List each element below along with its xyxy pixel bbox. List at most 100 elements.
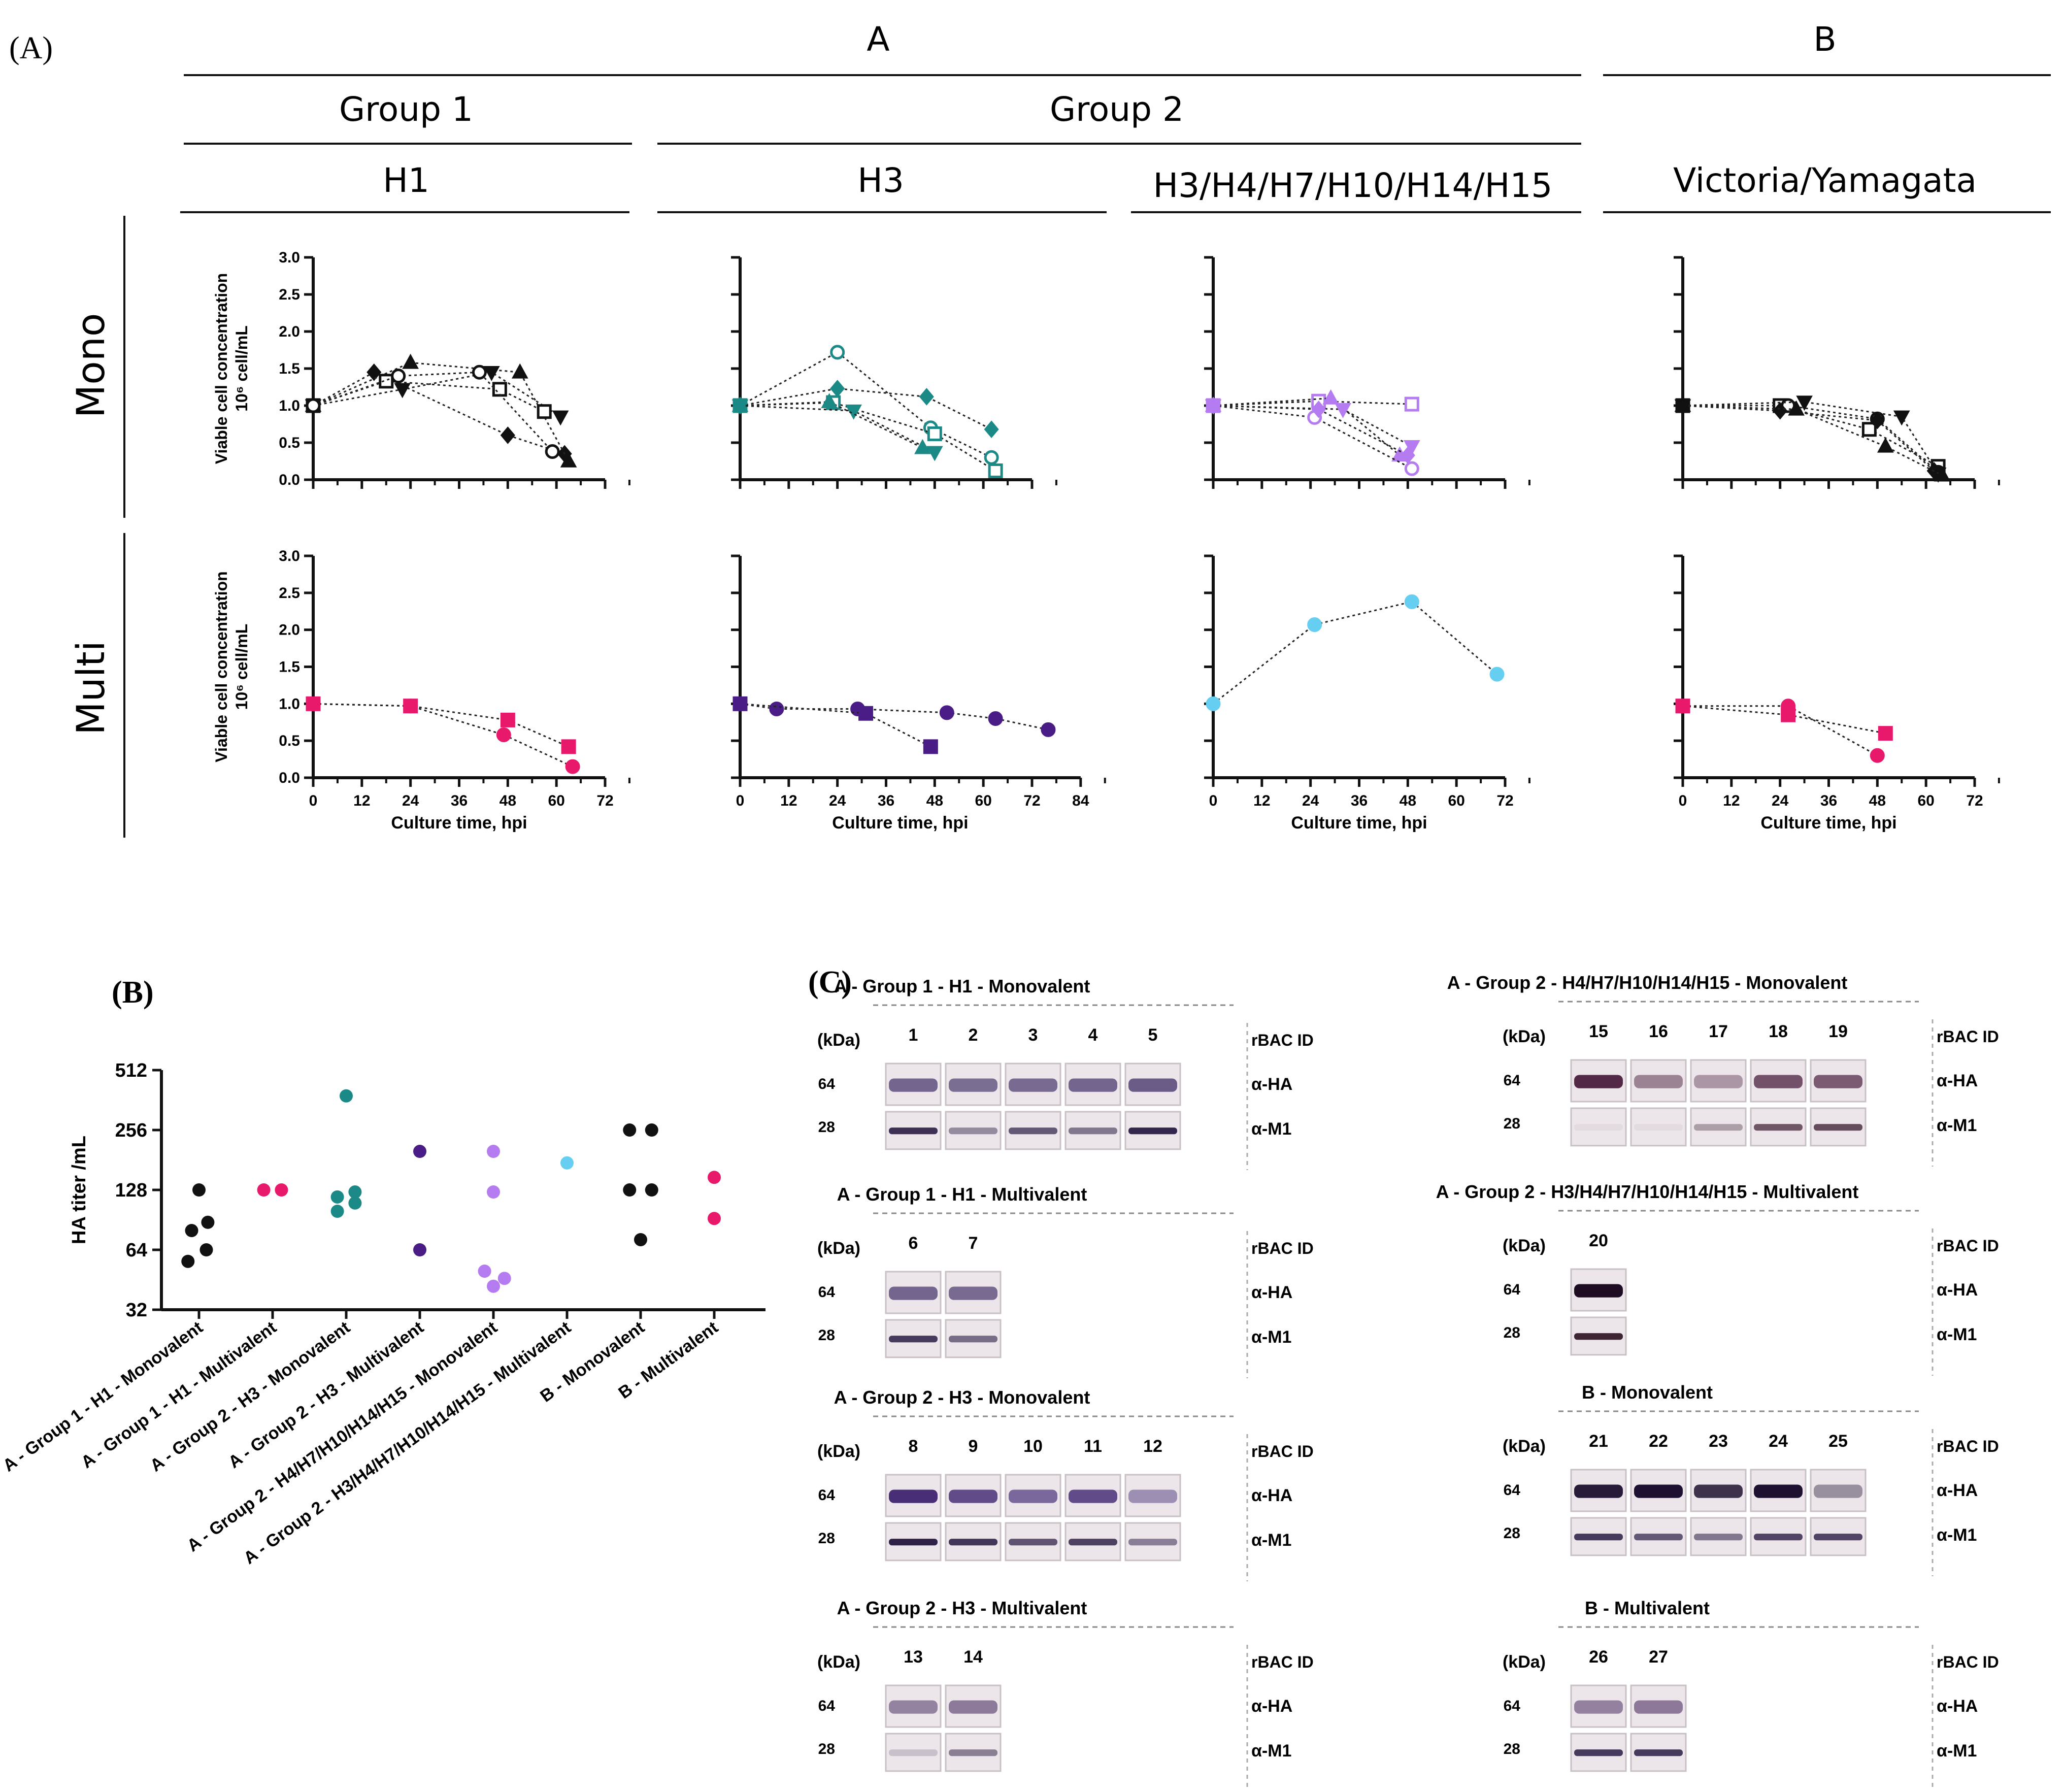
rbac-id: 8 [909, 1437, 918, 1456]
alpha-ha-label: α-HA [1251, 1075, 1292, 1094]
data-point [1893, 410, 1910, 426]
plot-multi-h1: 0.0 0.5 1.0 1.5 2.0 2.5 3.0 0 12 24 36 48 60 72 Cultur… [212, 548, 630, 833]
x-tick-label: 24 [1302, 792, 1319, 809]
header-subtype-h3: H3 [857, 161, 904, 200]
y-axis-units: 10⁶ cell/mL [232, 624, 251, 710]
ha-y-tick-label: 64 [126, 1240, 147, 1261]
ha-band [949, 1078, 997, 1092]
data-point [1307, 617, 1322, 632]
m1-band [1694, 1534, 1743, 1541]
rbac-id: 27 [1649, 1647, 1668, 1667]
alpha-ha-label: α-HA [1251, 1486, 1292, 1505]
kda-label: (kDa) [1503, 1236, 1546, 1255]
alpha-m1-label: α-M1 [1937, 1741, 1977, 1761]
alpha-ha-label: α-HA [1937, 1071, 1978, 1090]
mw-28: 28 [818, 1530, 835, 1547]
series-line [313, 371, 553, 452]
blot-group: B - Multivalent (kDa) 26 27 rBAC ID 64 28 α-HA α… [1503, 1598, 1999, 1792]
y-tick-label: 0.5 [279, 733, 300, 749]
rbac-id: 7 [969, 1234, 978, 1253]
data-point [984, 420, 999, 439]
ha-band [1069, 1078, 1117, 1092]
data-point [919, 388, 934, 406]
mw-28: 28 [1504, 1115, 1520, 1132]
rbac-id-label: rBAC ID [1251, 1442, 1314, 1461]
data-point [1404, 594, 1419, 609]
ha-band [1754, 1075, 1803, 1088]
data-point [552, 410, 569, 426]
x-tick-label: 0 [309, 792, 318, 809]
data-point [496, 727, 511, 743]
rbac-id: 18 [1769, 1022, 1788, 1041]
western-blots: A - Group 1 - H1 - Monovalent(kDa) 1 2 3 4 5 r… [817, 972, 1999, 1792]
ha-band [1128, 1489, 1177, 1503]
blot-group: A - Group 2 - H3/H4/H7/H10/H14/H15 - Mul… [1436, 1181, 1999, 1376]
ha-y-tick-label: 32 [126, 1300, 147, 1321]
data-point [394, 383, 411, 399]
x-tick-label: 36 [1820, 792, 1837, 809]
m1-band [949, 1749, 997, 1756]
series-line [740, 401, 923, 449]
y-tick-label: 1.5 [279, 360, 300, 377]
series-line [740, 703, 1049, 731]
rbac-id: 16 [1649, 1022, 1668, 1041]
header-subtype-h3-multi: H3/H4/H7/H10/H14/H15 [1153, 166, 1553, 205]
ha-data-point [634, 1233, 647, 1246]
x-tick-label: 24 [1772, 792, 1789, 809]
data-point [769, 702, 784, 717]
x-tick-label: 36 [451, 792, 468, 809]
blot-title: B - Multivalent [1585, 1598, 1710, 1618]
m1-band [1574, 1534, 1623, 1541]
mw-28: 28 [818, 1741, 835, 1757]
y-axis-title: Viable cell concentration [212, 571, 230, 762]
data-point [988, 711, 1003, 726]
x-tick-label: 0 [1679, 792, 1687, 809]
plot-mono-b [1674, 256, 2000, 489]
x-tick-label: 12 [780, 792, 797, 809]
x-tick-label: 12 [1253, 792, 1270, 809]
x-tick-label: 72 [596, 792, 613, 809]
blot-title: A - Group 2 - H4/H7/H10/H14/H15 - Monova… [1447, 972, 1848, 993]
data-point [988, 463, 1003, 478]
ha-data-point [560, 1156, 574, 1170]
plot-mono-h3 [731, 256, 1057, 489]
blot-lane-m1 [885, 1733, 942, 1772]
y-tick-label: 1.0 [279, 695, 300, 712]
rbac-id: 1 [909, 1025, 918, 1045]
ha-y-tick-label: 256 [115, 1120, 147, 1141]
blot-title: A - Group 2 - H3 - Multivalent [837, 1598, 1087, 1618]
m1-band [949, 1127, 997, 1135]
ha-band [889, 1286, 938, 1300]
alpha-ha-label: α-HA [1937, 1697, 1978, 1716]
mw-64: 64 [1504, 1072, 1521, 1089]
data-point [500, 712, 515, 727]
rbac-id: 21 [1589, 1432, 1608, 1451]
mw-64: 64 [818, 1284, 836, 1301]
m1-band [1634, 1749, 1683, 1756]
series-line [313, 371, 561, 418]
data-point [403, 699, 418, 714]
m1-band [949, 1336, 997, 1343]
kda-label: (kDa) [1503, 1652, 1546, 1672]
m1-band [1128, 1127, 1177, 1135]
blot-lane-m1 [1690, 1107, 1747, 1147]
y-tick-label: 1.0 [279, 397, 300, 414]
data-point [939, 705, 954, 720]
ha-data-point [185, 1224, 198, 1238]
ha-data-point [330, 1205, 344, 1218]
x-tick-label: 12 [1723, 792, 1740, 809]
blot-title: A - Group 1 - H1 - Multivalent [837, 1184, 1087, 1205]
data-point [1934, 466, 1951, 482]
ha-data-point [478, 1265, 491, 1278]
mw-28: 28 [818, 1119, 835, 1136]
series-line [313, 703, 573, 768]
data-point [1322, 389, 1339, 405]
rbac-id: 6 [909, 1234, 918, 1253]
ha-data-point [645, 1183, 658, 1197]
data-point [1041, 722, 1056, 737]
rbac-id: 3 [1028, 1025, 1038, 1045]
blot-lane-ha [1810, 1469, 1867, 1512]
data-point [927, 426, 942, 441]
mw-64: 64 [1504, 1482, 1521, 1499]
y-tick-label: 0.5 [279, 435, 300, 451]
